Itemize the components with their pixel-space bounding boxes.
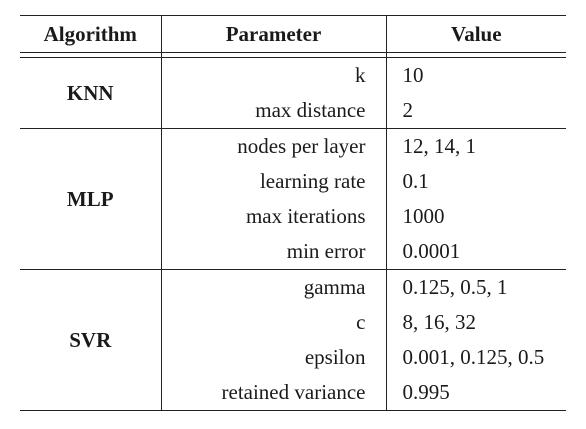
parameter-cell: min error [161,234,387,270]
header-rule [20,52,566,53]
parameter-cell: learning rate [161,164,387,199]
parameter-table: Algorithm Parameter Value KNN k 10 max d… [20,15,566,411]
value-cell: 0.995 [386,375,566,411]
parameter-cell: max distance [161,93,387,129]
parameter-cell: nodes per layer [161,129,387,164]
parameter-cell: epsilon [161,340,387,375]
value-cell: 0.1 [402,169,429,193]
header-rule-second [20,57,566,58]
header-value: Value [386,15,566,53]
table-row: MLP nodes per layer 12, 14, 1 [20,129,566,270]
table-row: KNN k 10 [20,58,566,129]
value-cell: 0.0001 [402,239,461,263]
algorithm-cell-svr: SVR [20,270,162,411]
algorithm-cell-mlp: MLP [20,129,162,270]
value-cell: 0.125, 0.5, 1 [402,275,508,299]
value-cell: 0.001, 0.125, 0.5 [402,345,545,369]
group-rule [20,128,566,129]
table-row: max iterations 1000 [20,199,566,234]
value-cell: 8, 16, 32 [402,310,477,334]
parameter-cell: retained variance [161,375,387,411]
header-rule-gap [20,53,566,58]
parameter-table-container: Algorithm Parameter Value KNN k 10 max d… [20,15,566,411]
header-algorithm: Algorithm [20,15,162,53]
value-cell: 12, 14, 1 [402,134,477,158]
header-row: Algorithm Parameter Value [20,15,566,53]
parameter-cell: max iterations [161,199,387,234]
table-row: SVR gamma 0.125, 0.5, 1 [20,270,566,411]
group-rule [20,269,566,270]
value-cell: 2 [402,98,414,122]
algorithm-cell-knn: KNN [20,58,162,129]
parameter-cell: k [161,58,387,93]
table-row: learning rate 0.1 [20,164,566,199]
value-cell: 1000 [402,204,445,228]
parameter-cell: c [161,305,387,340]
table-row: epsilon 0.001, 0.125, 0.5 [20,340,566,375]
header-parameter: Parameter [161,15,387,53]
parameter-cell: gamma [161,270,387,305]
table-row: retained variance 0.995 [20,375,566,411]
value-cell: 10 [402,63,424,87]
table-row: min error 0.0001 [20,234,566,270]
table-header: Algorithm Parameter Value [20,15,566,53]
table-row: max distance 2 [20,93,566,129]
table-body: KNN k 10 max distance 2 MLP nodes per la… [20,52,566,411]
table-row: c 8, 16, 32 [20,305,566,340]
